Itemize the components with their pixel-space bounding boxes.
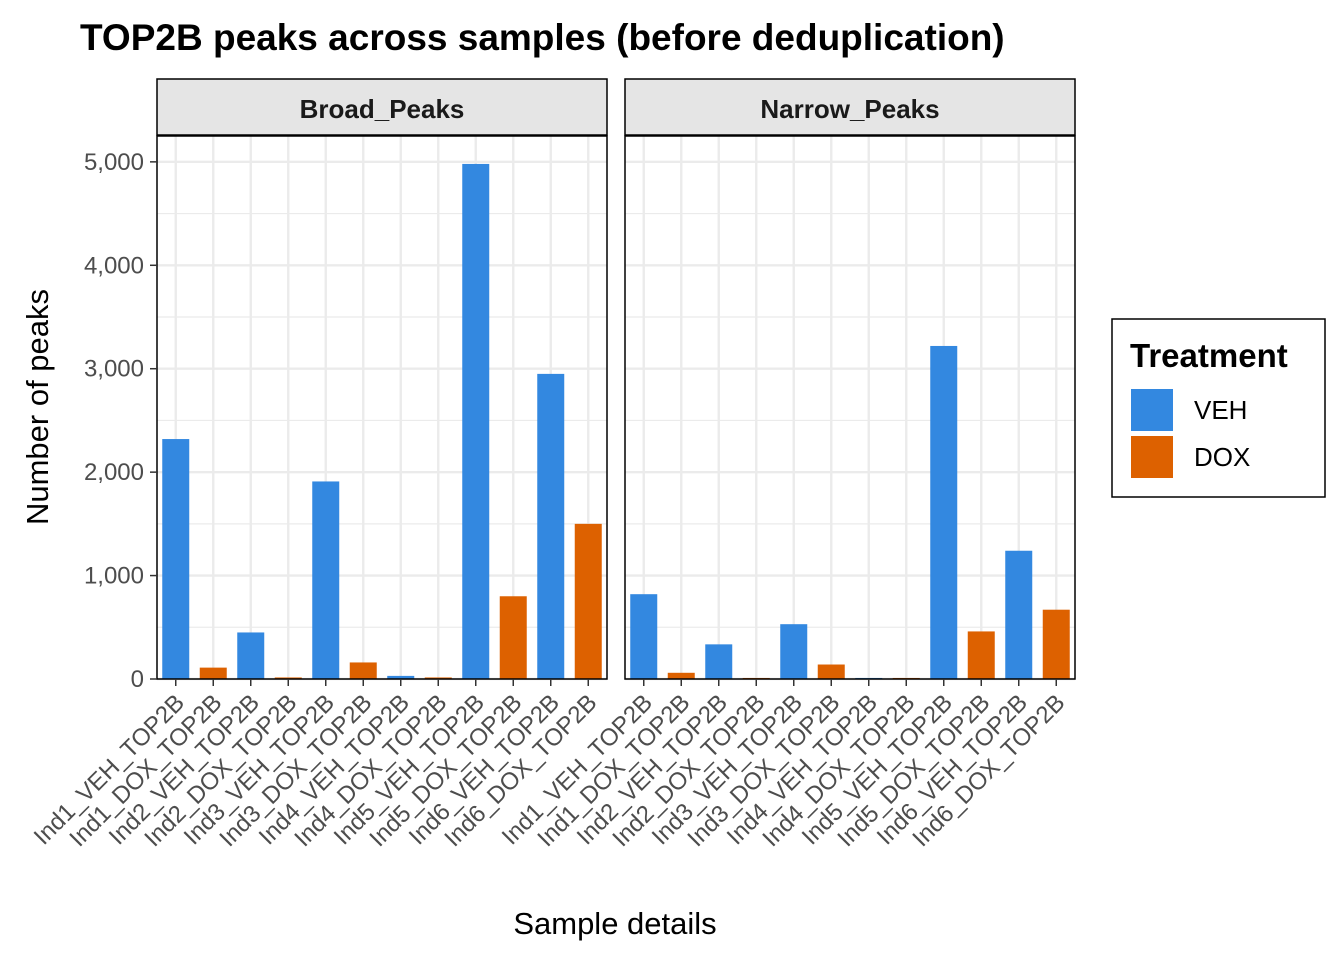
- y-tick-label: 2,000: [84, 459, 144, 486]
- facet-strip-label: Narrow_Peaks: [760, 94, 939, 124]
- facet-strip-label: Broad_Peaks: [300, 94, 465, 124]
- bar-ind3-veh-top2b: [780, 624, 808, 679]
- bar-ind1-veh-top2b: [630, 594, 658, 679]
- facet-strip: [156, 78, 608, 136]
- y-tick-label: 5,000: [84, 149, 144, 176]
- panel-border: [624, 135, 1076, 680]
- bar-ind2-dox-top2b: [274, 677, 302, 679]
- bar-ind1-dox-top2b: [667, 672, 695, 679]
- x-axis-title: Sample details: [513, 906, 716, 941]
- panel-border: [156, 135, 608, 680]
- bar-ind5-dox-top2b: [967, 631, 995, 679]
- legend-key-dox: [1131, 436, 1173, 478]
- bar-ind5-veh-top2b: [462, 163, 490, 679]
- bar-ind6-dox-top2b: [574, 523, 602, 679]
- bar-ind3-dox-top2b: [349, 662, 377, 679]
- y-tick-label: 4,000: [84, 252, 144, 279]
- legend-entries: VEH DOX: [1131, 389, 1250, 478]
- facet-panels: Broad_PeaksInd1_VEH_TOP2BInd1_DOX_TOP2BI…: [29, 78, 1076, 852]
- legend-label-dox: DOX: [1194, 442, 1250, 472]
- legend: Treatment VEH DOX: [1111, 318, 1326, 498]
- y-tick-label: 3,000: [84, 356, 144, 383]
- facet-strip: [624, 78, 1076, 136]
- plot-background: [157, 136, 607, 679]
- plot-background: [625, 136, 1075, 679]
- y-tick-label: 0: [131, 666, 144, 693]
- bar-ind6-dox-top2b: [1042, 609, 1070, 679]
- y-axis-title: Number of peaks: [20, 289, 55, 525]
- y-tick-label: 1,000: [84, 563, 144, 590]
- legend-key-veh: [1131, 389, 1173, 431]
- facet-panel-narrow-peaks: Narrow_PeaksInd1_VEH_TOP2BInd1_DOX_TOP2B…: [497, 78, 1076, 852]
- bar-ind1-dox-top2b: [199, 667, 227, 679]
- legend-label-veh: VEH: [1194, 395, 1247, 425]
- facet-panel-broad-peaks: Broad_PeaksInd1_VEH_TOP2BInd1_DOX_TOP2BI…: [29, 78, 608, 852]
- bar-ind2-veh-top2b: [705, 644, 733, 679]
- bar-ind4-veh-top2b: [387, 675, 415, 679]
- bar-ind6-veh-top2b: [1005, 550, 1033, 679]
- bar-ind3-dox-top2b: [817, 664, 845, 679]
- bar-ind5-veh-top2b: [930, 345, 958, 679]
- bar-ind5-dox-top2b: [499, 596, 527, 679]
- bar-ind3-veh-top2b: [312, 481, 340, 679]
- bar-ind2-veh-top2b: [237, 632, 265, 679]
- legend-title: Treatment: [1130, 337, 1288, 374]
- bar-ind1-veh-top2b: [162, 439, 190, 679]
- bar-ind6-veh-top2b: [537, 373, 565, 679]
- chart-title: TOP2B peaks across samples (before dedup…: [80, 17, 1005, 58]
- bar-ind4-dox-top2b: [424, 677, 452, 679]
